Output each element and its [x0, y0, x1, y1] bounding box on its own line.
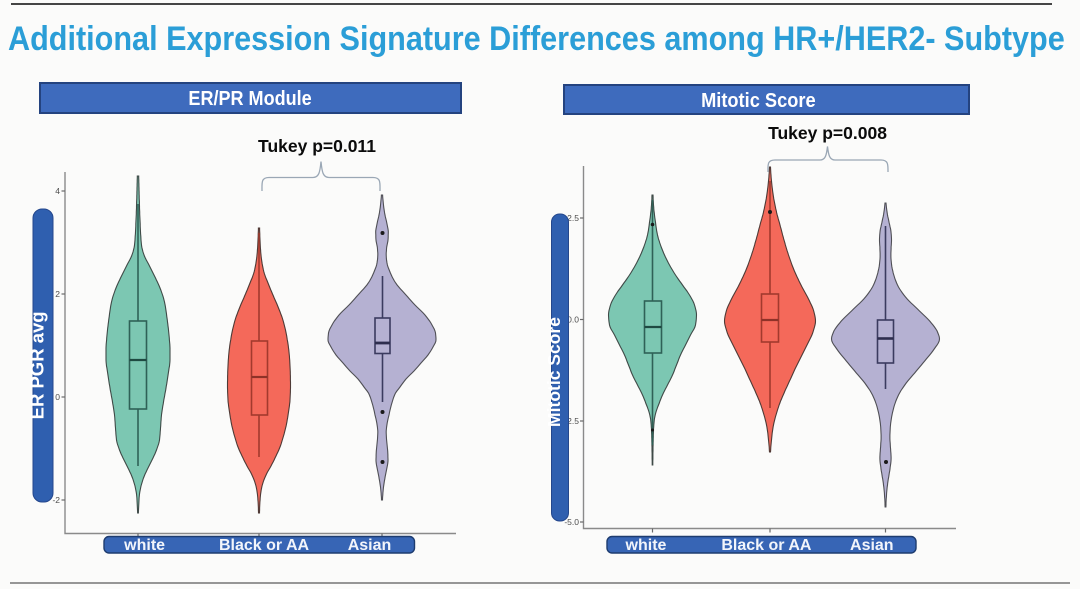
svg-text:-5.0: -5.0 [564, 517, 579, 527]
svg-text:0.0: 0.0 [567, 315, 579, 325]
svg-text:-2: -2 [52, 495, 60, 505]
svg-text:2: 2 [55, 289, 60, 299]
svg-text:0: 0 [55, 392, 60, 402]
svg-text:4: 4 [55, 186, 60, 196]
svg-text:2.5: 2.5 [567, 213, 579, 223]
svg-text:Mitotic Score: Mitotic Score [544, 317, 564, 427]
svg-text:-2.5: -2.5 [564, 416, 579, 426]
svg-text:ER PGR avg: ER PGR avg [27, 311, 48, 419]
